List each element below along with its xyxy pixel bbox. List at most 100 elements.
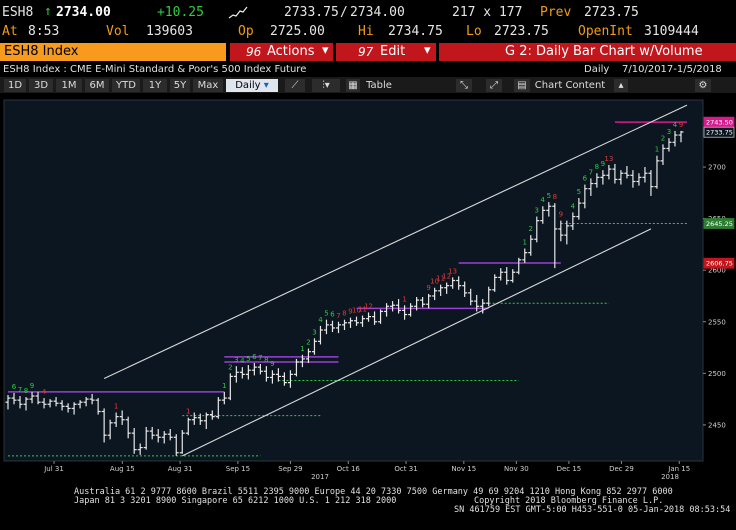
count-label: 4 (42, 388, 47, 396)
prev-label: Prev (540, 5, 571, 20)
count-label: 5 (246, 355, 250, 363)
collapse-icon[interactable]: ⤡ (456, 79, 472, 92)
chevron-down-icon: ▾ (424, 42, 431, 60)
net-change: +10.25 (157, 5, 204, 20)
line-chart-icon[interactable]: ⟋ (285, 79, 305, 92)
chevron-down-icon: ▾ (322, 42, 329, 60)
x-tick-label: Sep 15 (226, 465, 250, 473)
x-tick-label: Aug 31 (168, 465, 193, 473)
count-label: 1 (655, 146, 659, 154)
count-label: 1 (300, 345, 304, 353)
low-price: 2723.75 (494, 24, 549, 39)
range-button-ytd[interactable]: YTD (112, 79, 140, 92)
open-interest-label: OpenInt (578, 24, 633, 39)
count-label: 1 (523, 239, 527, 247)
footer-contacts-line2: Japan 81 3 3201 8900 Singapore 65 6212 1… (74, 496, 396, 506)
chart-content-icon[interactable]: ▤ (514, 79, 530, 92)
expand-icon[interactable]: ⤢ (486, 79, 502, 92)
period-label: Daily (235, 80, 260, 91)
open-interest: 3109444 (644, 24, 699, 39)
security-label: ESH8 Index (4, 44, 78, 59)
bid-price: 2733.75 (284, 5, 339, 20)
range-button-5y[interactable]: 5Y (170, 79, 190, 92)
count-label: 5 (577, 188, 581, 196)
count-label: 1 (402, 295, 406, 303)
y-tick-label: 2550 (708, 318, 726, 326)
ticker: ESH8 (2, 5, 33, 20)
security-description: ESH8 Index : CME E-Mini Standard & Poor'… (3, 64, 306, 75)
table-view-icon[interactable]: ▦ (346, 79, 360, 92)
count-label: 9 (30, 382, 34, 390)
count-label: 3 (667, 128, 671, 136)
count-label: 8 (24, 387, 28, 395)
x-tick-label: Oct 31 (394, 465, 417, 473)
edit-label: Edit (380, 43, 405, 61)
prev-close: 2723.75 (584, 5, 639, 20)
count-label: 12 (364, 302, 373, 310)
range-button-1d[interactable]: 1D (4, 79, 26, 92)
count-label: 9 (270, 360, 274, 368)
count-label: 2 (306, 339, 310, 347)
bar-style-icon[interactable]: ⫶▾ (312, 79, 340, 92)
count-label: 6 (583, 175, 588, 183)
range-button-6m[interactable]: 6M (85, 79, 109, 92)
year-label: 2018 (661, 473, 679, 481)
bid-ask-size: 217 x 177 (452, 5, 522, 20)
x-tick-label: Dec 29 (609, 465, 634, 473)
period-select[interactable]: Daily ▾ (226, 79, 278, 92)
range-button-1m[interactable]: 1M (56, 79, 82, 92)
count-label: 4 (240, 357, 245, 365)
price-badge-label: 2606.75 (706, 260, 733, 268)
x-tick-label: Nov 15 (451, 465, 476, 473)
periodicity: Daily (584, 64, 609, 75)
table-button[interactable]: Table (362, 79, 396, 92)
chart-content-button[interactable]: Chart Content (532, 79, 608, 92)
x-tick-label: Aug 15 (110, 465, 135, 473)
count-label: 8 (595, 163, 599, 171)
count-label: 7 (336, 312, 340, 320)
count-label: 1 (222, 382, 226, 390)
count-label: 13 (604, 155, 613, 163)
settings-gear-icon[interactable]: ⚙ (695, 79, 711, 92)
range-button-1y[interactable]: 1Y (143, 79, 167, 92)
x-tick-label: Nov 30 (504, 465, 529, 473)
y-tick-label: 2500 (708, 370, 726, 378)
year-label: 2017 (311, 473, 329, 481)
last-price: 2734.00 (56, 5, 111, 20)
price-badge-label: 2743.50 (706, 119, 733, 127)
range-button-max[interactable]: Max (193, 79, 223, 92)
edit-number: 97 (358, 43, 373, 61)
count-label: 13 (448, 267, 457, 275)
count-label: 9 (679, 121, 683, 129)
open-price: 2725.00 (270, 24, 325, 39)
count-label: 2 (228, 363, 232, 371)
price-badge-label: 2645.25 (706, 220, 733, 228)
date-range: 7/10/2017-1/5/2018 (622, 64, 722, 75)
high-price: 2734.75 (388, 24, 443, 39)
open-label: Op (238, 24, 254, 39)
range-button-3d[interactable]: 3D (29, 79, 53, 92)
count-label: 6 (12, 383, 17, 391)
x-tick-label: Jan 15 (667, 465, 690, 473)
x-tick-label: Dec 15 (557, 465, 582, 473)
at-label: At (2, 24, 18, 39)
security-field[interactable]: ESH8 Index (0, 43, 226, 61)
ask-price: 2734.00 (350, 5, 405, 20)
count-label: 9 (559, 211, 563, 219)
last-time: 8:53 (28, 24, 59, 39)
count-label: 3 (312, 328, 316, 336)
count-label: 5 (324, 310, 328, 318)
count-label: 1 (114, 403, 118, 411)
count-label: 7 (258, 354, 262, 362)
y-tick-label: 2700 (708, 164, 726, 172)
up-arrow-icon: ↑ (44, 4, 52, 19)
chart-title: G 2: Daily Bar Chart w/Volume (505, 43, 703, 61)
caret-up-icon[interactable]: ▴ (614, 79, 628, 92)
count-label: 8 (342, 310, 346, 318)
actions-menu[interactable]: 96 Actions ▾ (230, 43, 333, 61)
edit-menu[interactable]: 97 Edit ▾ (336, 43, 436, 61)
actions-label: Actions (267, 43, 315, 61)
count-label: 4 (541, 196, 546, 204)
count-label: 1 (186, 408, 190, 416)
